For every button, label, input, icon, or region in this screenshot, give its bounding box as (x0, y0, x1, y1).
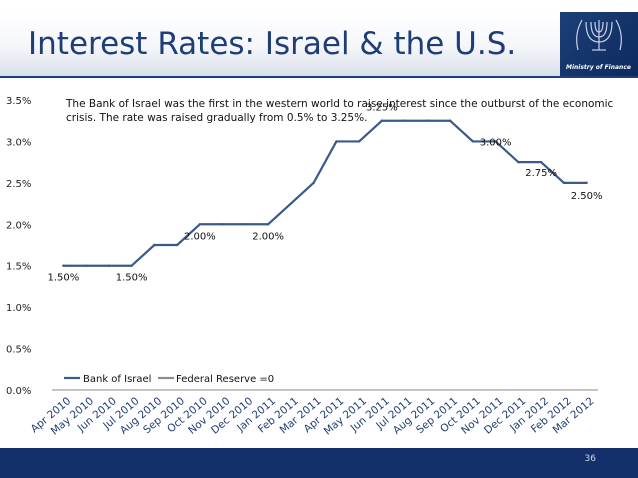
logo-caption: Ministry of Finance (566, 64, 631, 71)
data-label: 2.75% (525, 168, 557, 179)
data-label: 2.00% (252, 231, 284, 242)
data-point (312, 181, 315, 185)
data-label: 3.25% (366, 103, 398, 114)
y-tick-label: 3.5% (6, 96, 31, 107)
data-point (380, 119, 384, 122)
data-point (335, 140, 338, 143)
data-point (585, 181, 588, 185)
legend-label-bank-of-israel: Bank of Israel (83, 374, 151, 385)
data-point (517, 160, 520, 164)
data-point (426, 119, 429, 122)
data-label: 1.50% (116, 273, 148, 284)
series-line-bank-of-israel (63, 119, 587, 267)
data-label: 2.00% (184, 231, 216, 242)
data-point (289, 202, 293, 205)
y-tick-label: 3.0% (6, 137, 31, 148)
y-tick-label: 2.0% (6, 220, 31, 231)
y-tick-label: 0.0% (6, 386, 31, 397)
chart-annotation: The Bank of Israel was the first in the … (66, 98, 614, 124)
header-band (0, 12, 638, 76)
page-number: 36 (584, 454, 596, 464)
data-point (107, 264, 111, 267)
data-point (448, 119, 452, 122)
data-point (62, 264, 65, 267)
data-point (175, 243, 179, 247)
data-point (244, 223, 247, 226)
data-point (494, 140, 497, 143)
menorah-emblem-icon (576, 19, 622, 51)
data-point (221, 223, 224, 226)
data-point (266, 223, 270, 226)
interest-rate-chart: 0.0%0.5%1.0%1.5%2.0%2.5%3.0%3.5%Apr 2010… (6, 96, 603, 438)
data-point (357, 140, 361, 143)
header-rule (0, 76, 638, 78)
data-point (403, 119, 406, 122)
data-point (539, 160, 543, 164)
slide-header: Interest Rates: Israel & the U.S. Minist… (0, 0, 638, 78)
ministry-logo: Ministry of Finance (560, 12, 638, 76)
data-point (471, 140, 475, 143)
slide-footer: 36 (0, 448, 638, 478)
y-tick-label: 1.5% (6, 262, 31, 273)
y-tick-label: 2.5% (6, 179, 31, 190)
data-point (562, 181, 566, 185)
data-label: 3.00% (480, 137, 512, 148)
y-tick-label: 1.0% (6, 303, 31, 314)
slide-title: Interest Rates: Israel & the U.S. (28, 26, 517, 62)
data-label: 2.50% (571, 191, 603, 202)
data-point (198, 223, 202, 226)
data-point (84, 264, 88, 267)
data-label: 1.50% (47, 273, 79, 284)
legend-label-federal-reserve: Federal Reserve =0 (176, 374, 274, 385)
data-point (130, 264, 133, 267)
y-tick-label: 0.5% (6, 345, 31, 356)
data-point (153, 243, 156, 247)
